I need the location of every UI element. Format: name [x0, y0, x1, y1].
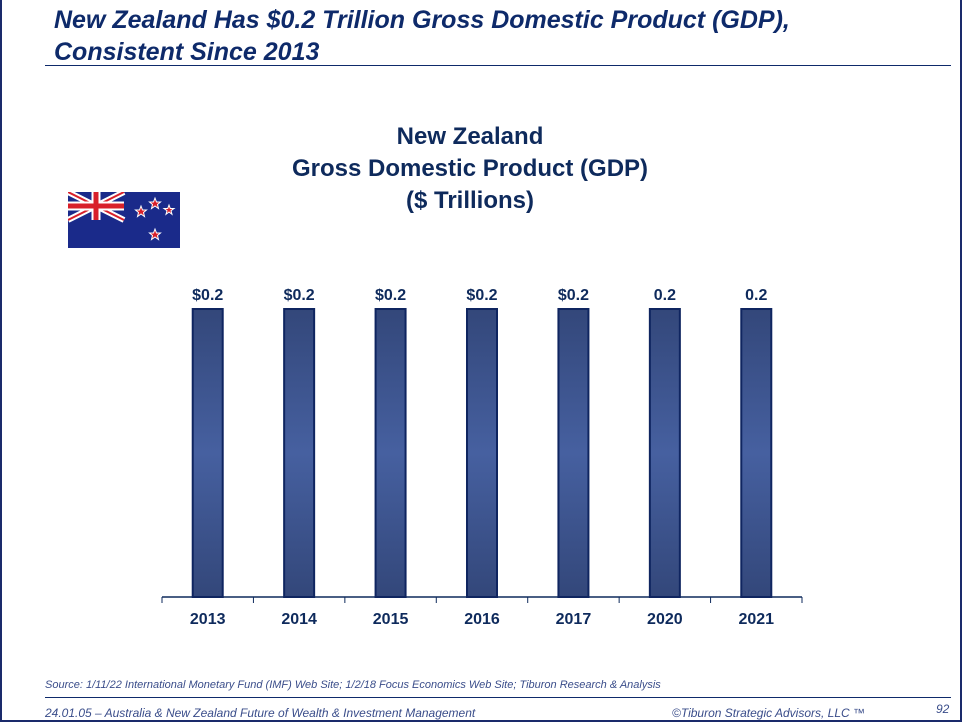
page-number: 92: [936, 702, 950, 716]
new-zealand-flag-icon: [68, 192, 180, 248]
x-tick-label-2015: 2015: [373, 611, 409, 628]
chart-title-line2: Gross Domestic Product (GDP): [291, 155, 649, 182]
data-label-2015: $0.2: [375, 287, 406, 304]
x-tick-label-2016: 2016: [464, 611, 500, 628]
footer-divider: [45, 697, 951, 698]
footer-copyright: ©Tiburon Strategic Advisors, LLC ™: [672, 706, 866, 720]
bar-2014: [283, 308, 316, 598]
chart-title: New Zealand Gross Domestic Product (GDP)…: [170, 121, 770, 217]
chart-title-line3: ($ Trillions): [405, 187, 534, 214]
chart-title-line1: New Zealand: [396, 123, 544, 150]
bar-2020: [648, 308, 681, 598]
footer-presentation-title: 24.01.05 – Australia & New Zealand Futur…: [45, 706, 476, 720]
slide-title-line1: New Zealand Has $0.2 Trillion Gross Dome…: [54, 6, 790, 34]
slide-border-right: [960, 0, 962, 722]
source-note: Source: 1/11/22 International Monetary F…: [45, 679, 661, 691]
slide-border-left: [0, 0, 2, 722]
x-tick-label-2017: 2017: [556, 611, 592, 628]
data-label-2020: 0.2: [654, 287, 676, 304]
data-label-2016: $0.2: [466, 287, 497, 304]
x-tick-label-2014: 2014: [281, 611, 317, 628]
x-tick-label-2021: 2021: [738, 611, 774, 628]
data-label-2017: $0.2: [558, 287, 589, 304]
x-tick-label-2020: 2020: [647, 611, 683, 628]
data-label-2014: $0.2: [284, 287, 315, 304]
bar-2021: [740, 308, 773, 598]
x-tick-label-2013: 2013: [190, 611, 226, 628]
slide-border-bottom: [0, 720, 962, 722]
bar-2017: [557, 308, 590, 598]
bar-2015: [374, 308, 407, 598]
title-divider: [45, 65, 951, 66]
bar-2013: [191, 308, 224, 598]
data-label-2013: $0.2: [192, 287, 223, 304]
slide-title-line2: Consistent Since 2013: [54, 38, 320, 66]
bar-2016: [466, 308, 498, 598]
data-label-2021: 0.2: [745, 287, 767, 304]
slide-title: New Zealand Has $0.2 Trillion Gross Dome…: [54, 4, 790, 68]
